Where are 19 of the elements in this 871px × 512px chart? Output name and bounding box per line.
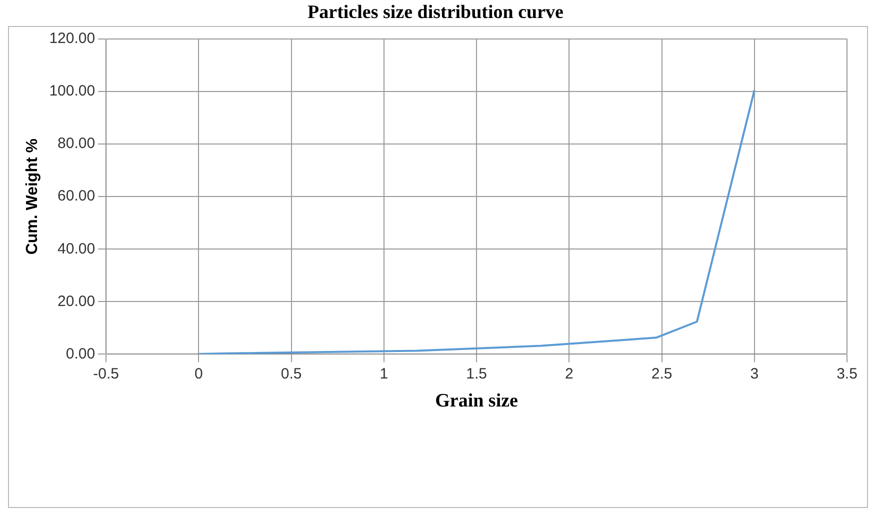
x-tick-label: -0.5 xyxy=(93,365,120,382)
x-tick-label: 3 xyxy=(750,365,759,382)
x-tick-label: 0 xyxy=(194,365,203,382)
y-tick-label: 80.00 xyxy=(58,135,96,152)
x-tick-label: 1.5 xyxy=(466,365,487,382)
y-tick-label: 0.00 xyxy=(66,345,96,362)
y-tick-label: 120.00 xyxy=(49,30,96,48)
y-axis-title: Cum. Weight % xyxy=(24,138,42,255)
y-tick-label: 100.00 xyxy=(49,82,96,100)
chart-title: Particles size distribution curve xyxy=(306,1,564,25)
x-tick-label: 0.5 xyxy=(280,365,302,382)
x-tick-label: 3.5 xyxy=(836,365,858,382)
y-tick-label: 60.00 xyxy=(58,188,96,205)
x-tick-label: 2.5 xyxy=(651,365,672,382)
x-axis-title: Grain size xyxy=(435,390,518,412)
y-tick-label: 40.00 xyxy=(58,240,96,258)
x-tick-label: 1 xyxy=(380,365,388,382)
y-tick-label: 20.00 xyxy=(58,292,96,310)
x-tick-label: 2 xyxy=(564,365,574,382)
